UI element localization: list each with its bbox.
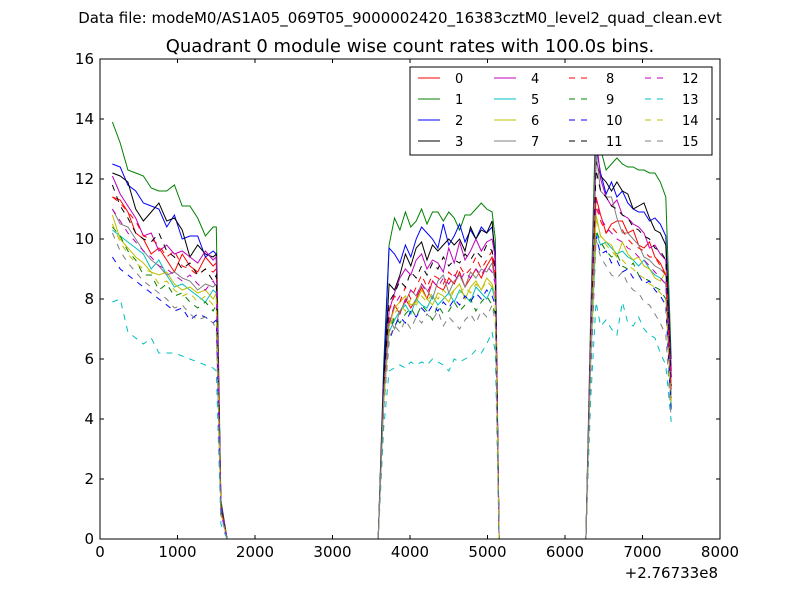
x-offset-label: +2.76733e8 (625, 564, 718, 582)
y-tick-label: 0 (84, 530, 94, 548)
series-7-line (585, 151, 672, 540)
series-12-line (111, 208, 228, 540)
x-tick-label: 2000 (236, 543, 274, 561)
x-tick-label: 3000 (313, 543, 351, 561)
legend-label-9: 9 (606, 93, 614, 108)
legend-label-7: 7 (531, 135, 539, 150)
x-tick-label: 1000 (158, 543, 196, 561)
series-8-line (377, 249, 500, 540)
series-8-line (585, 205, 672, 540)
series-6-line (585, 214, 672, 540)
series-12-line (585, 199, 672, 540)
series-2-line (585, 145, 672, 540)
legend-label-13: 13 (682, 93, 699, 108)
series-4-line (111, 175, 228, 540)
x-tick-label: 8000 (701, 543, 739, 561)
legend-label-12: 12 (682, 72, 699, 87)
legend-label-4: 4 (531, 72, 539, 87)
series-9-line (377, 295, 500, 540)
x-tick-label: 7000 (623, 543, 661, 561)
chart-title: Quadrant 0 module wise count rates with … (165, 36, 655, 57)
series-15-line (111, 232, 228, 540)
y-tick-label: 8 (84, 290, 94, 308)
series-5-line (585, 232, 672, 540)
series-3-line (377, 220, 500, 540)
series-6-line (111, 214, 228, 540)
series-7-line (111, 208, 228, 540)
legend-label-11: 11 (606, 135, 623, 150)
legend-label-8: 8 (606, 72, 614, 87)
x-tick-label: 6000 (546, 543, 584, 561)
legend-label-6: 6 (531, 114, 539, 129)
series-10-line (585, 235, 672, 540)
series-13-line (112, 298, 228, 540)
series-14-line (585, 217, 672, 540)
legend-label-5: 5 (531, 93, 539, 108)
series-5-line (112, 229, 228, 540)
series-11-line (585, 169, 672, 540)
series-7-line (377, 261, 500, 540)
legend-label-15: 15 (682, 135, 699, 150)
y-tick-label: 4 (84, 410, 94, 428)
series-2-line (112, 163, 228, 540)
series-15-line (377, 303, 500, 540)
legend-label-0: 0 (455, 72, 463, 87)
series-9-line (112, 226, 228, 540)
legend-label-1: 1 (455, 93, 463, 108)
y-tick-label: 2 (84, 470, 94, 488)
series-14-line (377, 280, 500, 540)
series-4-line (585, 133, 672, 540)
y-tick-label: 10 (75, 230, 94, 248)
x-tick-label: 5000 (468, 543, 506, 561)
series-10-line (111, 256, 228, 540)
x-tick-label: 0 (95, 543, 105, 561)
legend-label-2: 2 (455, 114, 463, 129)
y-tick-label: 16 (75, 50, 94, 68)
series-8-line (112, 196, 228, 540)
series-layer (111, 103, 672, 540)
legend-label-14: 14 (682, 114, 699, 129)
axis-ticks: 0 1000 2000 3000 4000 5000 6000 7000 80000246810… (75, 50, 739, 561)
series-13-line (377, 330, 500, 540)
series-3-line (585, 160, 672, 540)
series-3-line (112, 172, 228, 540)
legend-box (409, 66, 713, 156)
series-1-line (111, 121, 228, 540)
series-2-line (377, 222, 500, 540)
y-tick-label: 6 (84, 350, 94, 368)
series-12-line (377, 265, 500, 540)
series-15-line (585, 238, 672, 540)
series-5-line (377, 285, 500, 540)
series-14-line (111, 223, 228, 540)
legend-label-3: 3 (455, 135, 463, 150)
legend-label-10: 10 (606, 114, 623, 129)
series-13-line (585, 301, 672, 540)
series-4-line (377, 237, 500, 540)
y-tick-label: 14 (75, 110, 94, 128)
figure-suptitle: Data file: modeM0/AS1A05_069T05_90000024… (78, 9, 722, 27)
y-tick-label: 12 (75, 170, 94, 188)
x-tick-label: 4000 (391, 543, 429, 561)
series-11-line (111, 184, 228, 540)
series-1-line (377, 202, 500, 540)
series-9-line (585, 229, 672, 540)
